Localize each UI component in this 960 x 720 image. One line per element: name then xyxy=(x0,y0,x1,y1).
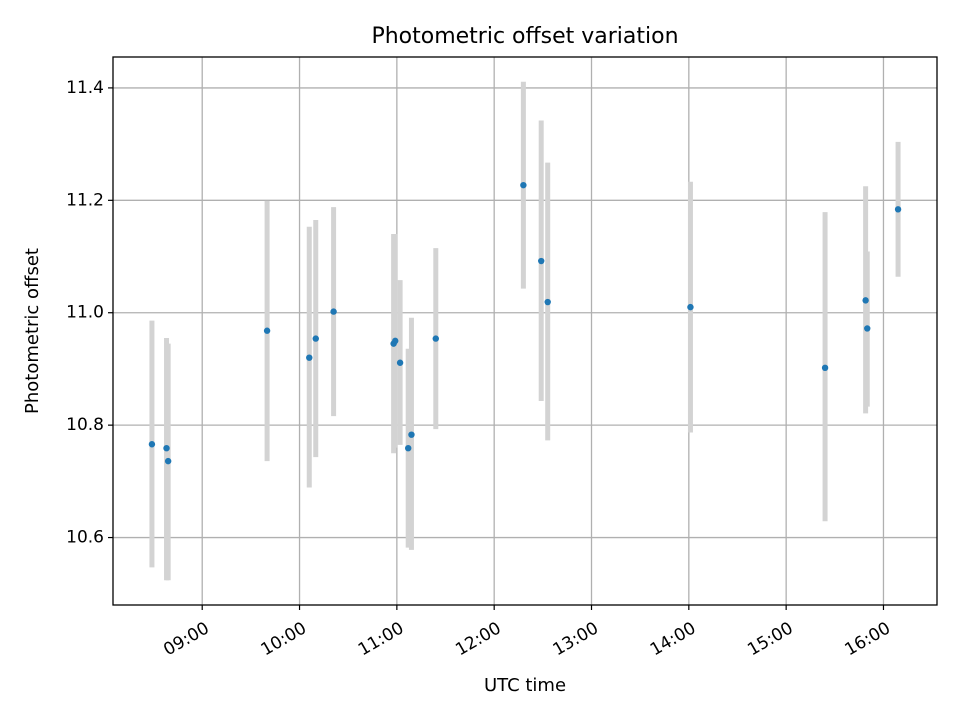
y-tick-label: 10.6 xyxy=(66,528,104,548)
x-tick-label: 13:00 xyxy=(550,618,602,660)
data-point xyxy=(164,457,172,465)
x-tick-label: 16:00 xyxy=(842,618,894,660)
y-axis-label: Photometric offset xyxy=(22,248,43,414)
y-tick-label: 11.0 xyxy=(66,303,104,323)
x-tick-label: 09:00 xyxy=(160,618,212,660)
x-tick-label: 14:00 xyxy=(647,618,699,660)
x-tick-label: 12:00 xyxy=(452,618,504,660)
data-point xyxy=(263,327,271,334)
y-tick-label: 11.4 xyxy=(66,78,104,98)
x-axis-label: UTC time xyxy=(484,675,566,696)
data-point xyxy=(864,325,871,332)
data-point xyxy=(306,354,313,361)
data-point xyxy=(396,359,404,366)
data-point xyxy=(687,303,694,311)
data-point xyxy=(862,297,869,304)
x-tick-label: 11:00 xyxy=(355,618,407,660)
data-point xyxy=(538,257,545,265)
data-point xyxy=(821,364,829,372)
data-point xyxy=(405,444,412,452)
data-point xyxy=(148,441,156,448)
chart-title: Photometric offset variation xyxy=(371,24,678,49)
data-point xyxy=(392,337,399,345)
y-tick-label: 10.8 xyxy=(66,415,104,435)
axis-ticks: 09:00 10:00 11:00 12:00 13:00 14:00 15:00 16:00… xyxy=(66,78,894,660)
y-tick-label: 11.2 xyxy=(66,190,104,210)
data-point xyxy=(408,431,415,438)
data-point xyxy=(312,335,319,342)
plot-frame xyxy=(112,56,938,606)
data-point xyxy=(432,335,439,342)
data-points xyxy=(148,181,902,465)
x-tick-label: 10:00 xyxy=(258,618,310,660)
x-tick-label: 15:00 xyxy=(744,618,796,660)
data-point xyxy=(330,308,337,315)
data-point xyxy=(894,206,902,213)
data-point xyxy=(520,181,527,189)
data-point xyxy=(163,444,170,452)
data-point xyxy=(544,298,551,306)
